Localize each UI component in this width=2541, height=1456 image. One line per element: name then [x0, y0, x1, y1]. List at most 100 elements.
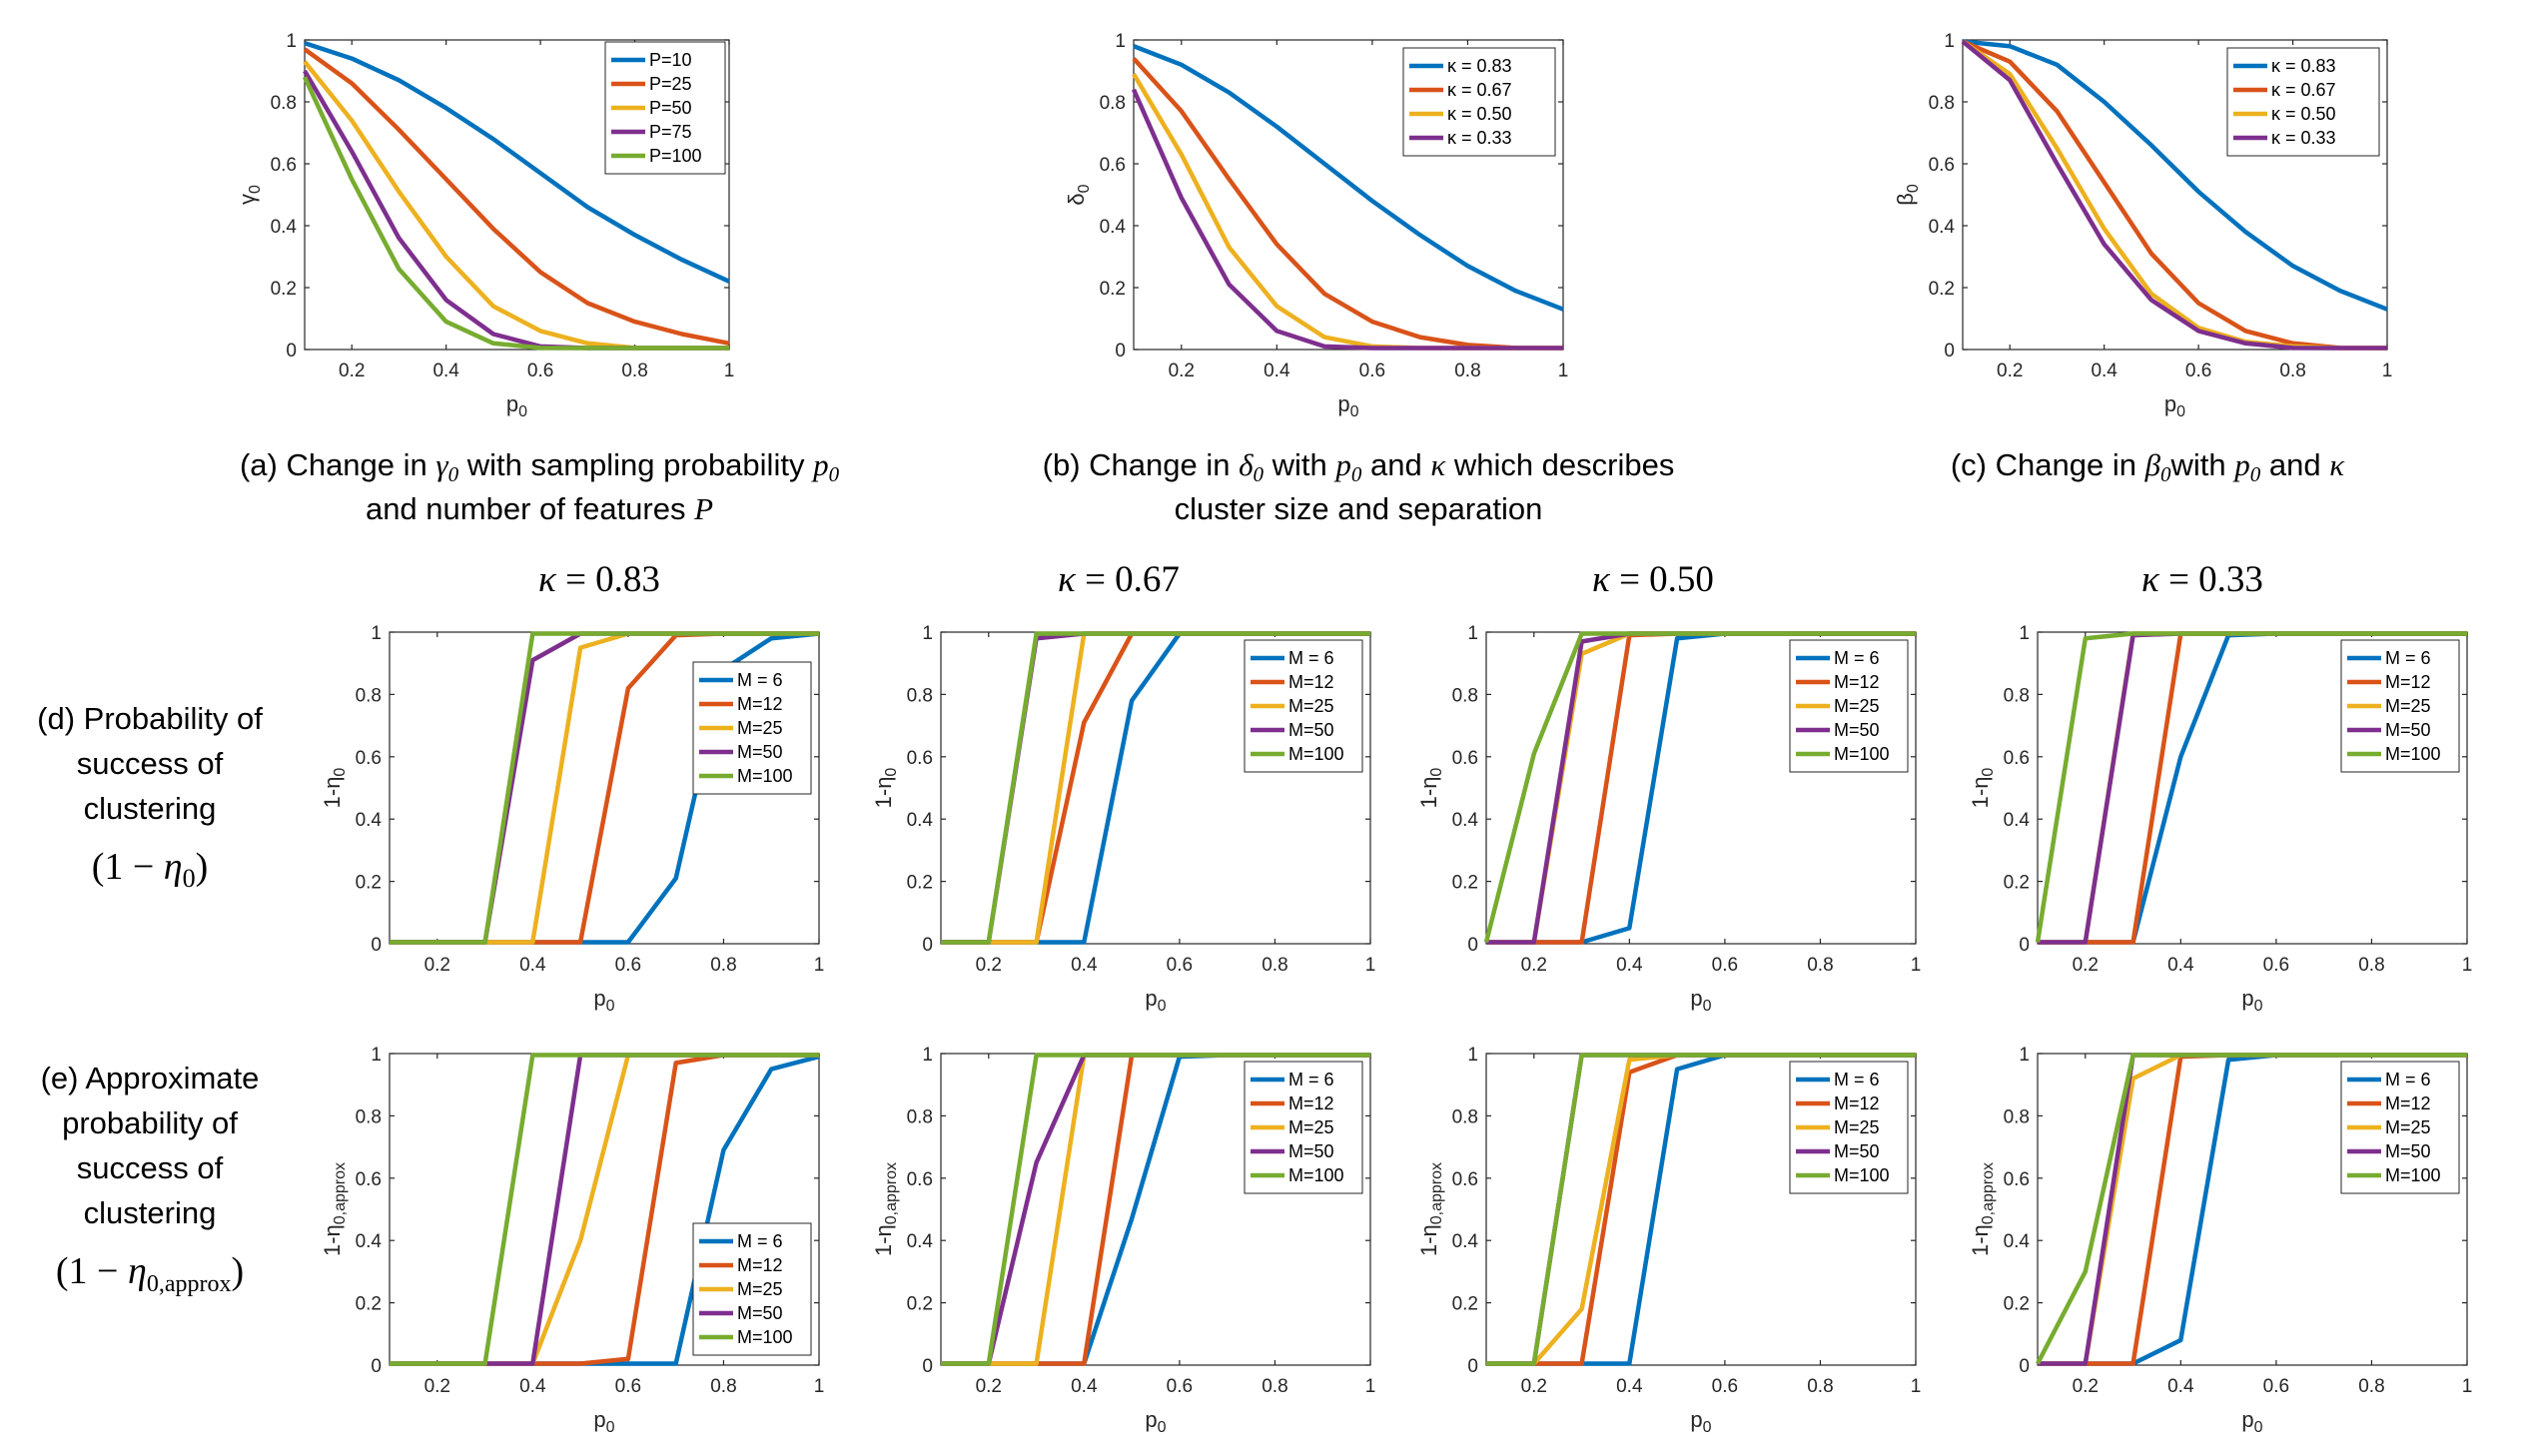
legend-label-4: M=50: [1834, 1141, 1880, 1161]
y-tick-label: 0.2: [356, 1294, 382, 1315]
y-axis-label: 1-η0,approx: [1416, 1162, 1445, 1256]
series-line-5: [1483, 631, 1916, 944]
legend-label-4: κ = 0.33: [1447, 128, 1512, 148]
legend-label-3: M=25: [2385, 696, 2431, 716]
y-tick-label: 1: [371, 623, 382, 644]
y-tick-label: 0.2: [1100, 279, 1126, 300]
y-tick-label: 0.2: [271, 279, 297, 300]
legend-label-1: P=10: [649, 50, 692, 70]
y-tick-label: 0.6: [356, 748, 382, 769]
y-tick-label: 0: [1467, 935, 1478, 956]
legend-label-3: M=25: [1834, 696, 1880, 716]
x-tick-label: 0.4: [2091, 361, 2118, 381]
chart-e4: 0.2 0.4 0.6 0.8 1 0 0.2 0.4 0.6 0.8 1 p0 1-η0,approx…: [1968, 1045, 2472, 1436]
series-line-1: [1962, 39, 2388, 312]
x-tick-label: 1: [814, 955, 825, 976]
x-tick-label: 0.8: [1807, 955, 1833, 976]
legend-label-2: M=12: [737, 1255, 783, 1275]
chart-d2: 0.2 0.4 0.6 0.8 1 0 0.2 0.4 0.6 0.8 1 p0 1-η0 M = 6 M=…: [871, 623, 1375, 1015]
kappa-header-3: κ = 0.50: [1592, 559, 1714, 600]
x-tick-label: 0.2: [2073, 1376, 2099, 1397]
y-tick-label: 0.2: [1452, 1294, 1478, 1315]
row-label-e-line3: success of: [77, 1150, 224, 1185]
y-tick-label: 0.6: [1452, 1169, 1478, 1190]
y-tick-label: 1: [1467, 623, 1478, 644]
chart-e1: 0.2 0.4 0.6 0.8 1 0 0.2 0.4 0.6 0.8 1 p0 1-η0,approx…: [320, 1045, 824, 1436]
legend-label-4: M=50: [2385, 1141, 2431, 1161]
y-tick-label: 0: [1467, 1356, 1478, 1377]
x-tick-label: 0.6: [2263, 1376, 2289, 1397]
legend-label-1: M = 6: [1288, 648, 1334, 668]
row-label-e-math: (1 − η0,approx): [56, 1250, 244, 1297]
y-tick-label: 0.8: [2004, 685, 2030, 706]
x-tick-label: 0.4: [519, 955, 546, 976]
x-tick-label: 0.2: [424, 955, 450, 976]
x-tick-label: 0.2: [1169, 361, 1195, 381]
series-line-5: [941, 631, 1370, 945]
chart-d4: 0.2 0.4 0.6 0.8 1 0 0.2 0.4 0.6 0.8 1 p0 1-η0 M = 6 M=…: [1968, 623, 2472, 1015]
row-label-d-line1: (d) Probability of: [37, 701, 263, 736]
series-line-4: [1961, 39, 2387, 351]
x-axis-label: p0: [593, 1407, 614, 1436]
x-tick-label: 0.8: [1262, 1376, 1287, 1397]
legend-label-1: κ = 0.83: [1447, 56, 1512, 76]
x-tick-label: 0.8: [2358, 955, 2384, 976]
x-tick-label: 0.4: [519, 1376, 546, 1397]
y-axis-label: β0: [1893, 184, 1922, 206]
caption-b-line2: cluster size and separation: [1175, 491, 1543, 526]
y-tick-label: 0.6: [907, 1169, 933, 1190]
legend-label-3: M=25: [1834, 1117, 1880, 1137]
x-tick-label: 0.4: [2167, 955, 2194, 976]
x-axis-label: p0: [593, 986, 614, 1015]
row-label-d-line3: clustering: [84, 791, 217, 826]
series-line-5: [390, 1053, 819, 1366]
y-tick-label: 0.2: [1452, 873, 1478, 894]
x-tick-label: 0.2: [424, 1376, 450, 1397]
legend-label-1: M = 6: [737, 670, 783, 690]
legend-label-3: M=25: [1288, 1117, 1334, 1137]
legend-label-1: M = 6: [737, 1231, 783, 1251]
legend-label-3: κ = 0.50: [2271, 104, 2336, 124]
y-tick-label: 0.8: [907, 685, 933, 706]
y-tick-label: 1: [1467, 1045, 1478, 1066]
x-tick-label: 0.4: [1071, 1376, 1098, 1397]
series-line-5: [1486, 1053, 1916, 1366]
x-tick-label: 0.8: [2279, 361, 2305, 381]
legend-label-4: M=50: [2385, 720, 2431, 740]
x-tick-label: 0.2: [2073, 955, 2099, 976]
x-tick-label: 1: [1911, 1376, 1922, 1397]
legend-label-5: M=100: [1834, 1165, 1890, 1185]
legend-label-5: M=100: [1834, 744, 1890, 764]
y-tick-label: 0.8: [356, 1106, 382, 1127]
x-tick-label: 1: [724, 361, 735, 381]
y-tick-label: 1: [922, 1045, 933, 1066]
y-tick-label: 0.4: [907, 1231, 934, 1252]
x-axis-label: p0: [1145, 1407, 1166, 1436]
x-axis-label: p0: [1337, 391, 1358, 420]
y-axis-label: 1-η0: [320, 768, 349, 809]
x-tick-label: 0.8: [1454, 361, 1480, 381]
x-tick-label: 0.4: [1616, 955, 1643, 976]
caption-c-line1: (c) Change in β0with p0 and κ: [1951, 447, 2345, 486]
legend-label-3: M=25: [737, 1279, 783, 1299]
y-tick-label: 0.8: [2004, 1106, 2030, 1127]
x-tick-label: 1: [814, 1376, 825, 1397]
y-tick-label: 0: [2019, 935, 2030, 956]
chart-c: 0.2 0.4 0.6 0.8 1 0 0.2 0.4 0.6 0.8 1 p0 β0 κ = 0.83 κ…: [1893, 31, 2392, 420]
legend-label-3: M=25: [1288, 696, 1334, 716]
legend-label-2: M=12: [1288, 672, 1334, 692]
chart-b: 0.2 0.4 0.6 0.8 1 0 0.2 0.4 0.6 0.8 1 p0 δ0 κ = 0.83 κ…: [1064, 31, 1568, 420]
series-line-2: [303, 47, 730, 347]
series-line-5: [2036, 1053, 2467, 1365]
y-tick-label: 0: [371, 935, 382, 956]
chart-d3: 0.2 0.4 0.6 0.8 1 0 0.2 0.4 0.6 0.8 1 p0 1-η0 M = 6 M=…: [1416, 623, 1921, 1015]
legend-label-4: P=75: [649, 122, 692, 142]
x-tick-label: 0.6: [2185, 361, 2211, 381]
legend-label-4: M=50: [1834, 720, 1880, 740]
legend-label-4: M=50: [737, 742, 783, 762]
y-tick-label: 1: [286, 31, 297, 52]
y-tick-label: 0: [1944, 341, 1955, 362]
caption-b-line1: (b) Change in δ0 with p0 and κ which des…: [1043, 447, 1675, 486]
x-tick-label: 0.2: [1997, 361, 2023, 381]
x-tick-label: 1: [2462, 1376, 2473, 1397]
